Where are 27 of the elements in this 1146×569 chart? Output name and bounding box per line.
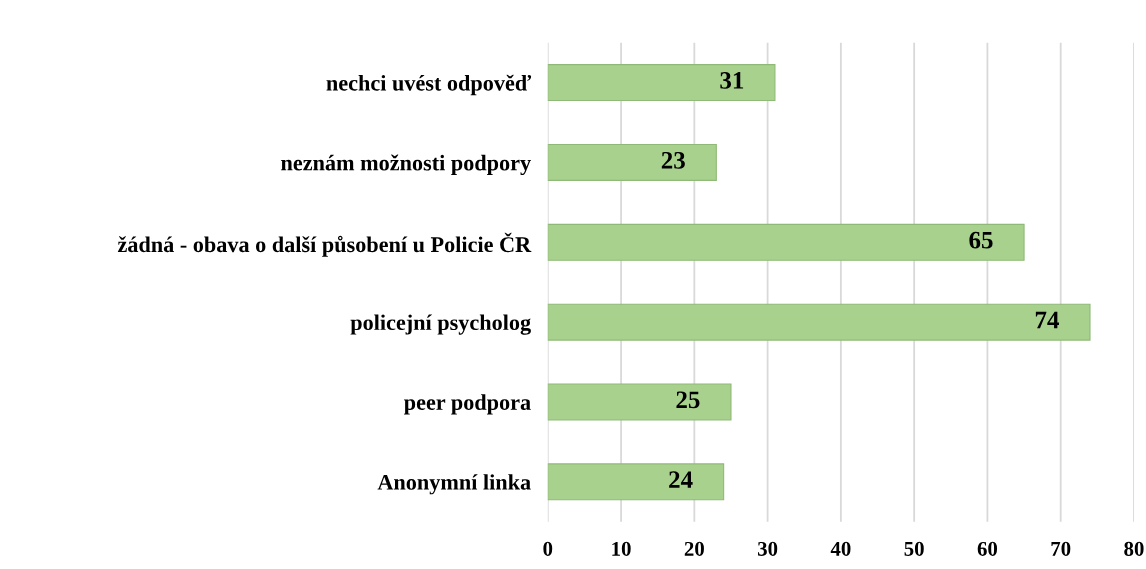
data-label: 25 xyxy=(676,391,700,409)
y-tick-label: peer podpora xyxy=(404,394,531,415)
data-label: 23 xyxy=(661,151,685,169)
y-tick-label: policejní psycholog xyxy=(350,314,531,335)
bar xyxy=(547,303,1091,341)
data-label: 31 xyxy=(720,72,744,89)
x-tick-label: 0 xyxy=(543,541,553,556)
y-tick-label: neznám možnosti podpory xyxy=(281,154,531,176)
data-label: 24 xyxy=(669,471,693,488)
bar xyxy=(547,64,776,102)
bar xyxy=(547,383,732,421)
data-label: 74 xyxy=(1035,311,1059,329)
y-tick-label: žádná - obava o další působení u Policie ČR xyxy=(117,232,532,257)
x-tick-label: 70 xyxy=(1051,541,1071,556)
x-tick-label: 20 xyxy=(684,541,704,556)
bar xyxy=(547,223,1025,261)
x-tick-label: 60 xyxy=(977,541,998,556)
bar xyxy=(547,143,717,181)
y-tick-label: nechci uvést odpověď xyxy=(326,74,532,96)
x-tick-label: 30 xyxy=(757,541,778,556)
bar xyxy=(547,463,725,501)
y-tick-label: Anonymní linka xyxy=(377,474,531,495)
x-tick-label: 50 xyxy=(904,541,924,556)
x-tick-label: 80 xyxy=(1124,541,1144,556)
x-tick-label: 40 xyxy=(830,541,851,556)
data-label: 65 xyxy=(969,231,993,249)
x-tick-label: 10 xyxy=(612,541,631,556)
